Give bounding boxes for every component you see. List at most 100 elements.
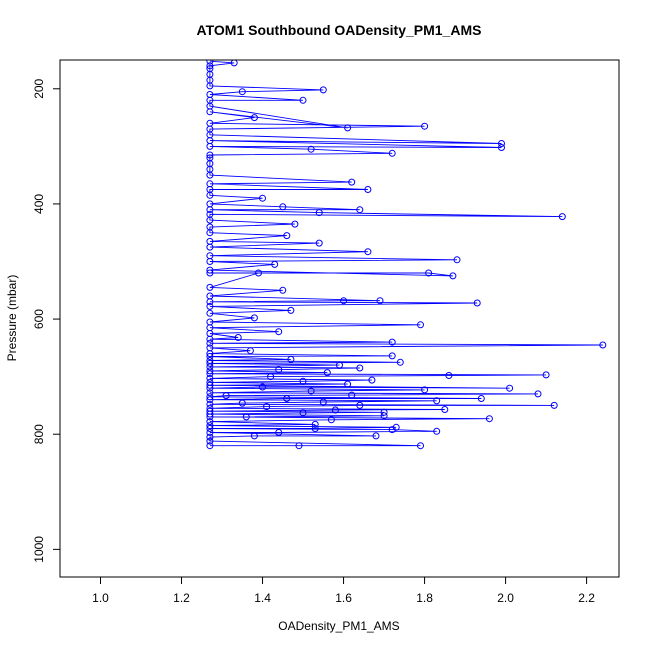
- data-point: [206, 318, 214, 326]
- data-point: [271, 260, 279, 268]
- data-point: [356, 364, 364, 372]
- data-point: [417, 321, 424, 329]
- y-tick-label: 800: [32, 424, 46, 444]
- data-point: [206, 309, 214, 317]
- data-point: [246, 347, 254, 355]
- x-tick-label: 1.4: [254, 591, 271, 605]
- data-point: [599, 341, 607, 349]
- data-point: [388, 149, 396, 157]
- data-point: [331, 406, 339, 414]
- data-point: [279, 203, 287, 211]
- data-point: [206, 344, 214, 352]
- x-tick-label: 1.6: [335, 591, 352, 605]
- x-tick-label: 1.8: [416, 591, 433, 605]
- data-point: [206, 425, 214, 432]
- data-point: [336, 361, 343, 369]
- data-point: [376, 297, 384, 305]
- data-point: [206, 60, 214, 65]
- data-point: [291, 220, 299, 228]
- data-point: [356, 401, 364, 409]
- y-tick-label: 200: [32, 78, 46, 98]
- x-tick-label: 1.2: [173, 591, 190, 605]
- data-point: [473, 299, 481, 307]
- data-point: [206, 292, 214, 300]
- data-point: [344, 380, 352, 388]
- data-point: [364, 186, 372, 193]
- data-point: [206, 65, 214, 73]
- data-point: [206, 418, 214, 426]
- data-point: [380, 412, 388, 420]
- data-point: [283, 232, 291, 240]
- data-point: [206, 223, 214, 231]
- data-point: [307, 145, 315, 153]
- data-point: [372, 432, 380, 440]
- data-point: [498, 144, 505, 151]
- data-point: [348, 391, 356, 399]
- data-point: [206, 302, 214, 310]
- data-point: [445, 372, 453, 379]
- x-tick-label: 2.2: [578, 591, 595, 605]
- data-point: [417, 442, 424, 450]
- data-point: [315, 209, 323, 217]
- data-point: [250, 314, 258, 322]
- series-line: [209, 60, 603, 447]
- data-point: [425, 269, 433, 277]
- data-point: [542, 371, 550, 379]
- data-layer: [206, 60, 607, 450]
- data-point: [206, 396, 214, 404]
- data-point: [368, 376, 376, 384]
- data-point: [250, 114, 258, 122]
- plot-frame: [59, 59, 620, 578]
- data-point: [327, 416, 335, 424]
- data-point: [206, 400, 214, 408]
- data-point: [356, 206, 364, 214]
- data-point: [222, 392, 230, 400]
- data-point: [206, 442, 214, 450]
- data-point: [206, 119, 214, 127]
- data-point: [299, 377, 307, 385]
- data-point: [287, 306, 295, 314]
- x-axis-ticks: 1.0 1.2 1.4 1.6 1.8 2.0 2.2: [92, 577, 595, 605]
- data-point: [340, 297, 348, 305]
- data-point: [206, 359, 214, 367]
- data-point: [206, 237, 214, 245]
- data-point: [295, 442, 303, 450]
- data-point: [279, 286, 287, 294]
- data-point: [344, 124, 352, 132]
- data-point: [449, 272, 457, 280]
- data-point: [441, 406, 449, 413]
- data-point: [319, 86, 327, 94]
- data-point: [299, 96, 307, 104]
- data-point: [206, 269, 214, 277]
- data-point: [259, 194, 266, 202]
- data-point: [206, 437, 214, 445]
- data-point: [206, 422, 214, 430]
- data-point: [206, 393, 214, 401]
- data-point: [206, 252, 214, 260]
- data-point: [234, 334, 242, 341]
- data-point: [206, 367, 214, 375]
- y-tick-label: 400: [32, 194, 46, 214]
- data-point: [206, 378, 214, 386]
- data-point: [206, 370, 214, 378]
- data-point: [299, 409, 307, 417]
- data-point: [206, 210, 214, 218]
- data-point: [421, 122, 429, 130]
- y-tick-label: 600: [32, 309, 46, 329]
- x-tick-label: 1.0: [92, 591, 109, 605]
- data-point: [498, 140, 505, 147]
- data-point: [275, 429, 283, 436]
- data-point: [206, 407, 214, 415]
- data-point: [206, 339, 214, 347]
- data-point: [242, 413, 250, 421]
- data-point: [307, 387, 315, 395]
- data-point: [206, 353, 214, 360]
- data-point: [206, 283, 214, 291]
- data-point: [206, 180, 214, 188]
- data-point: [477, 395, 485, 402]
- data-point: [433, 397, 441, 405]
- data-point: [238, 399, 246, 407]
- data-point: [206, 374, 214, 382]
- data-point: [506, 384, 514, 392]
